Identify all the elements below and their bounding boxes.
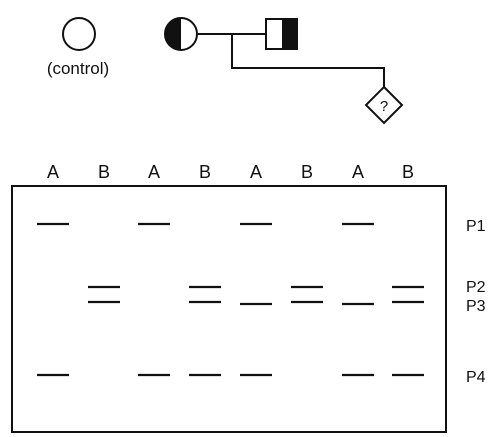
control-circle bbox=[62, 17, 96, 51]
lane-label: B bbox=[402, 162, 414, 182]
gel-bands bbox=[37, 222, 424, 377]
band-label-p4: P4 bbox=[466, 369, 486, 386]
lane-label: B bbox=[98, 162, 110, 182]
lane-labels: A B A B A B A B bbox=[47, 162, 414, 182]
lane-label: A bbox=[148, 162, 160, 182]
lane-label: A bbox=[47, 162, 59, 182]
pedigree bbox=[62, 17, 404, 125]
control-label: (control) bbox=[47, 59, 109, 78]
lane-label: B bbox=[301, 162, 313, 182]
band-labels: P1 P2 P3 P4 bbox=[466, 218, 486, 386]
fetus-question-mark: ? bbox=[380, 98, 388, 115]
father-symbol bbox=[265, 18, 298, 50]
lane-label: A bbox=[352, 162, 364, 182]
band-label-p3: P3 bbox=[466, 298, 486, 315]
band-label-p2: P2 bbox=[466, 279, 486, 296]
band-label-p1: P1 bbox=[466, 218, 486, 235]
fetus-diamond bbox=[364, 85, 404, 125]
lane-label: B bbox=[199, 162, 211, 182]
descent-line bbox=[231, 34, 385, 87]
mother-symbol bbox=[164, 17, 198, 51]
lane-label: A bbox=[250, 162, 262, 182]
gel-box bbox=[11, 185, 447, 433]
